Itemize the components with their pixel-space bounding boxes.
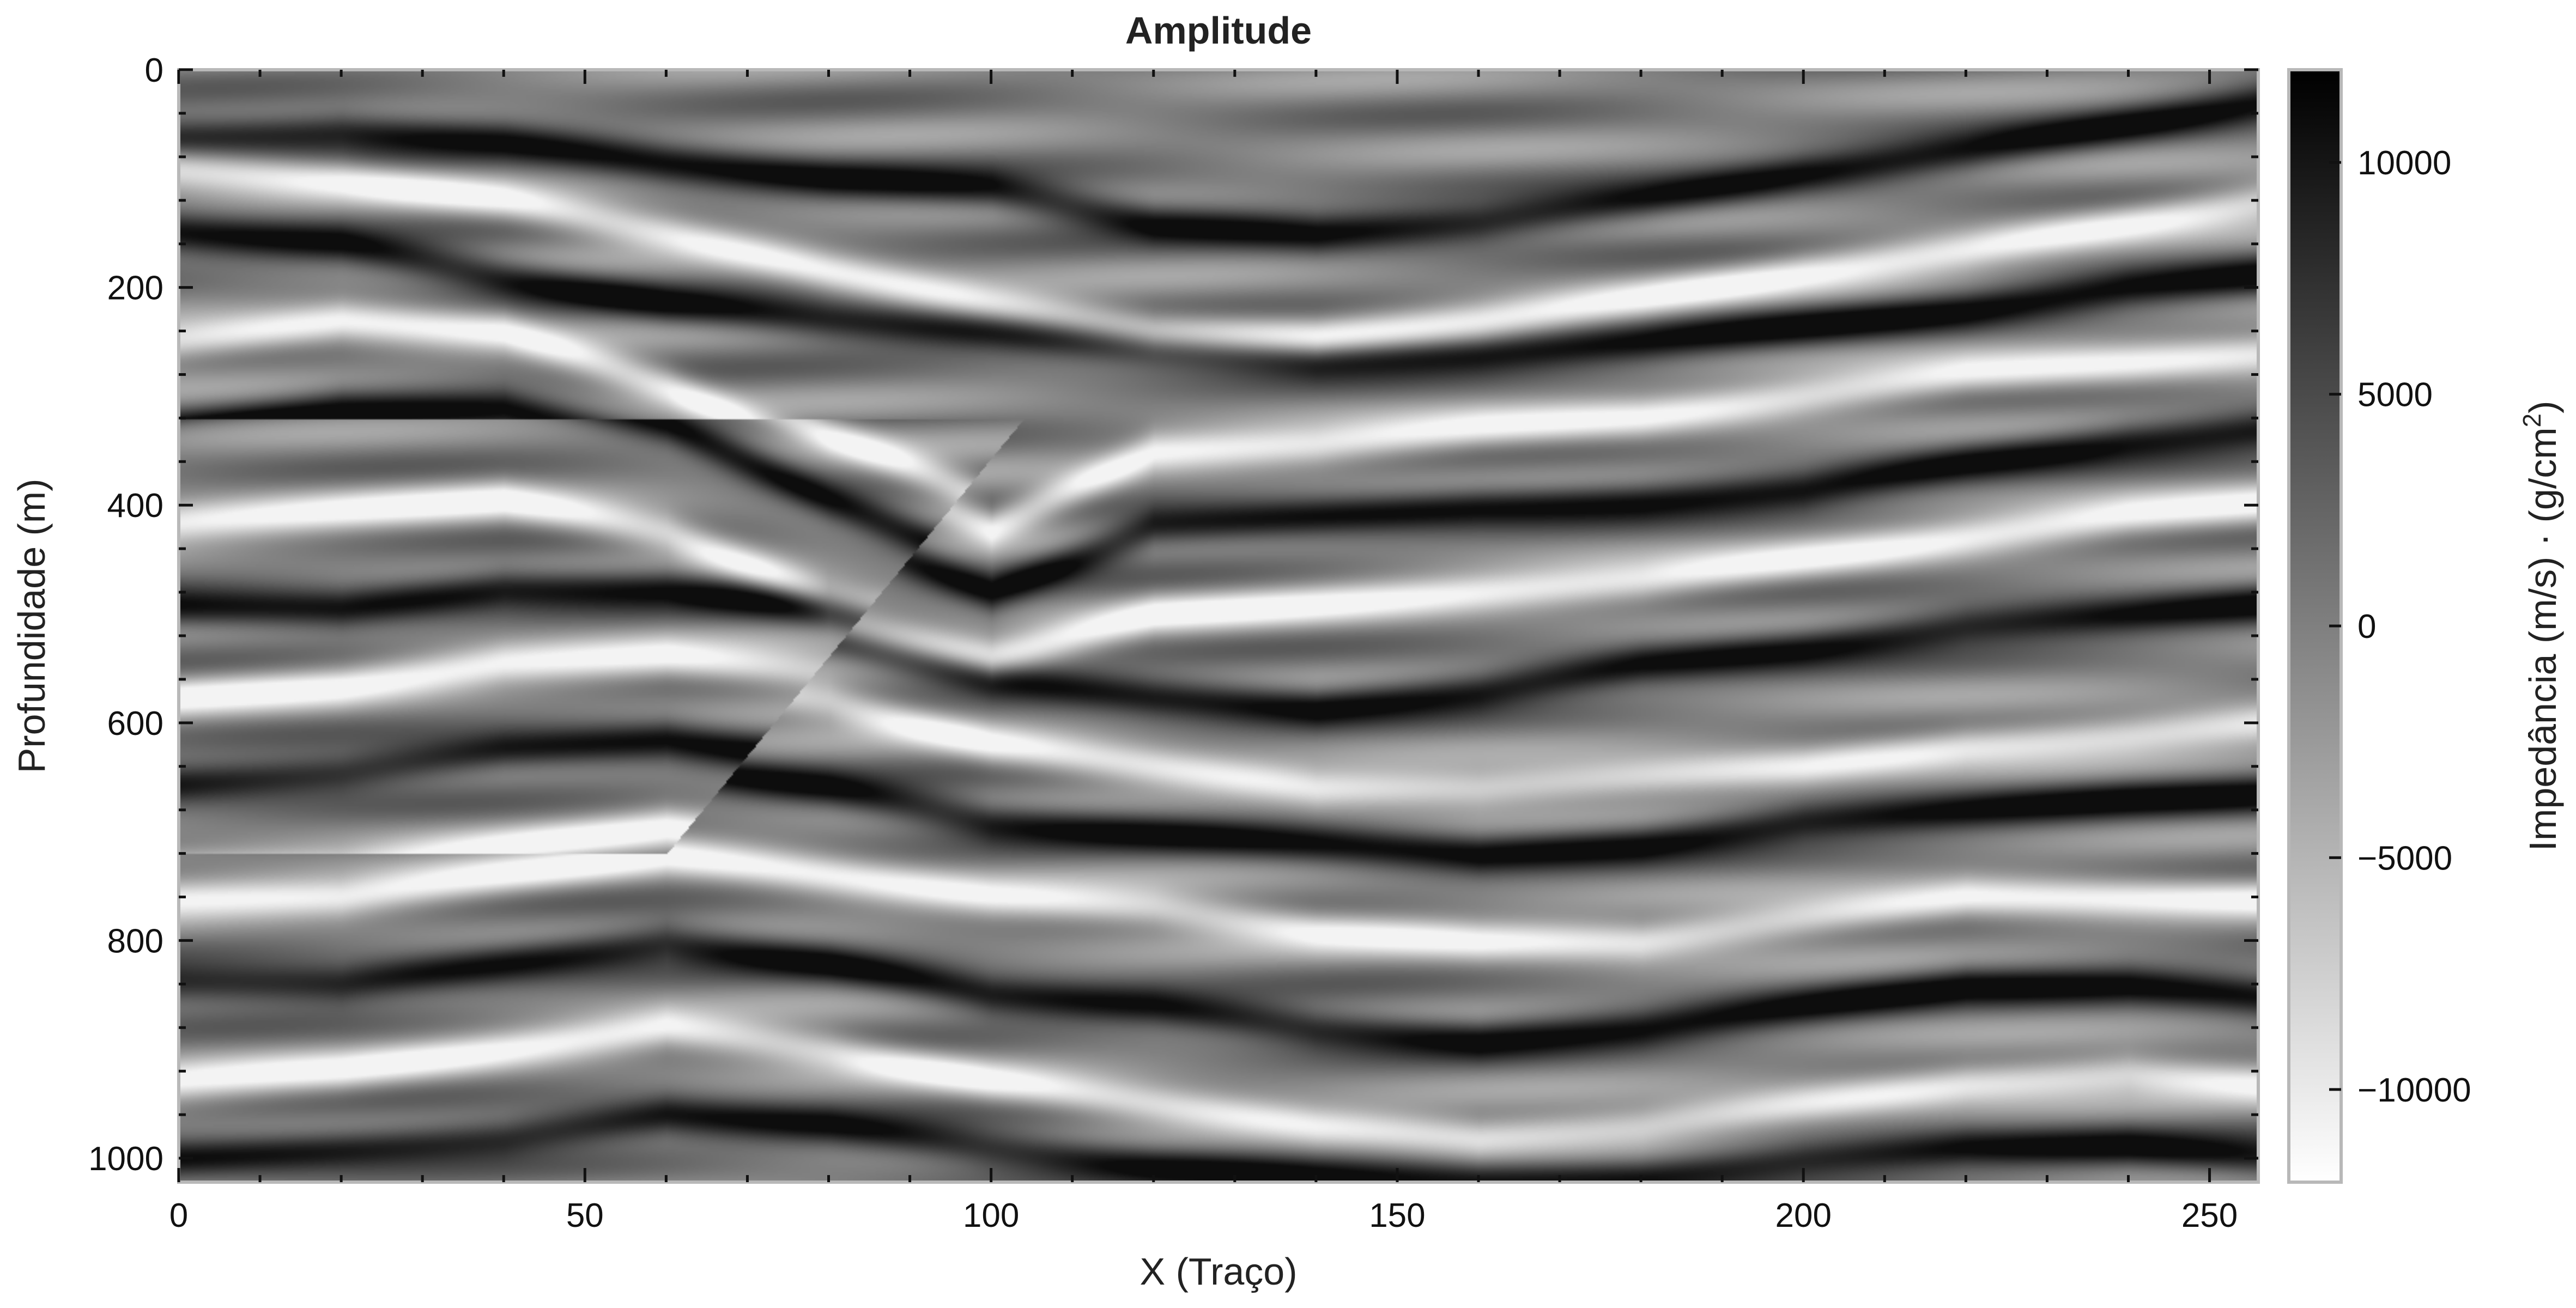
- y-axis-label: Profundidade (m): [10, 479, 53, 774]
- colorbar-tick-label: −10000: [2357, 1072, 2471, 1109]
- x-tick-label: 50: [566, 1197, 604, 1234]
- x-tick-label: 0: [169, 1197, 188, 1234]
- y-tick-label: 800: [107, 922, 163, 960]
- colorbar-tick-label: −5000: [2357, 839, 2452, 877]
- colorbar-tick-label: 5000: [2357, 376, 2433, 414]
- seismic-heatmap: [179, 70, 2258, 1182]
- colorbar-tick-label: 0: [2357, 608, 2376, 646]
- plot-frame: [177, 68, 2260, 1184]
- y-tick-label: 1000: [88, 1140, 163, 1178]
- x-tick-label: 150: [1369, 1197, 1425, 1234]
- x-tick-label: 250: [2181, 1197, 2238, 1234]
- colorbar-ticks: 10000 5000 0 −5000 −10000: [2329, 144, 2471, 1109]
- y-tick-label: 600: [107, 705, 163, 743]
- y-tick-label: 0: [145, 52, 163, 89]
- colorbar-label-main: Impedância (m/s) · (g/cm: [2522, 427, 2564, 851]
- y-tick-label: 200: [107, 270, 163, 307]
- x-tick-label: 200: [1775, 1197, 1832, 1234]
- seismic-plot-area: [177, 68, 2260, 1184]
- x-axis-ticks: 0 50 100 150 200 250: [169, 70, 2238, 1234]
- colorbar-label-superscript: 2: [2518, 413, 2546, 428]
- colorbar-label: Impedância (m/s) · (g/cm2): [2518, 401, 2564, 851]
- x-axis-label: X (Traço): [1139, 1250, 1297, 1293]
- colorbar: 10000 5000 0 −5000 −10000 Impedância (m/s) ·…: [2287, 68, 2564, 1184]
- x-tick-label: 100: [963, 1197, 1019, 1234]
- y-axis-ticks: 0 200 400 600 800 1000: [88, 52, 2258, 1178]
- colorbar-label-close: ): [2522, 401, 2564, 413]
- chart-title: Amplitude: [1125, 9, 1312, 52]
- y-tick-label: 400: [107, 487, 163, 525]
- colorbar-tick-label: 10000: [2357, 144, 2451, 182]
